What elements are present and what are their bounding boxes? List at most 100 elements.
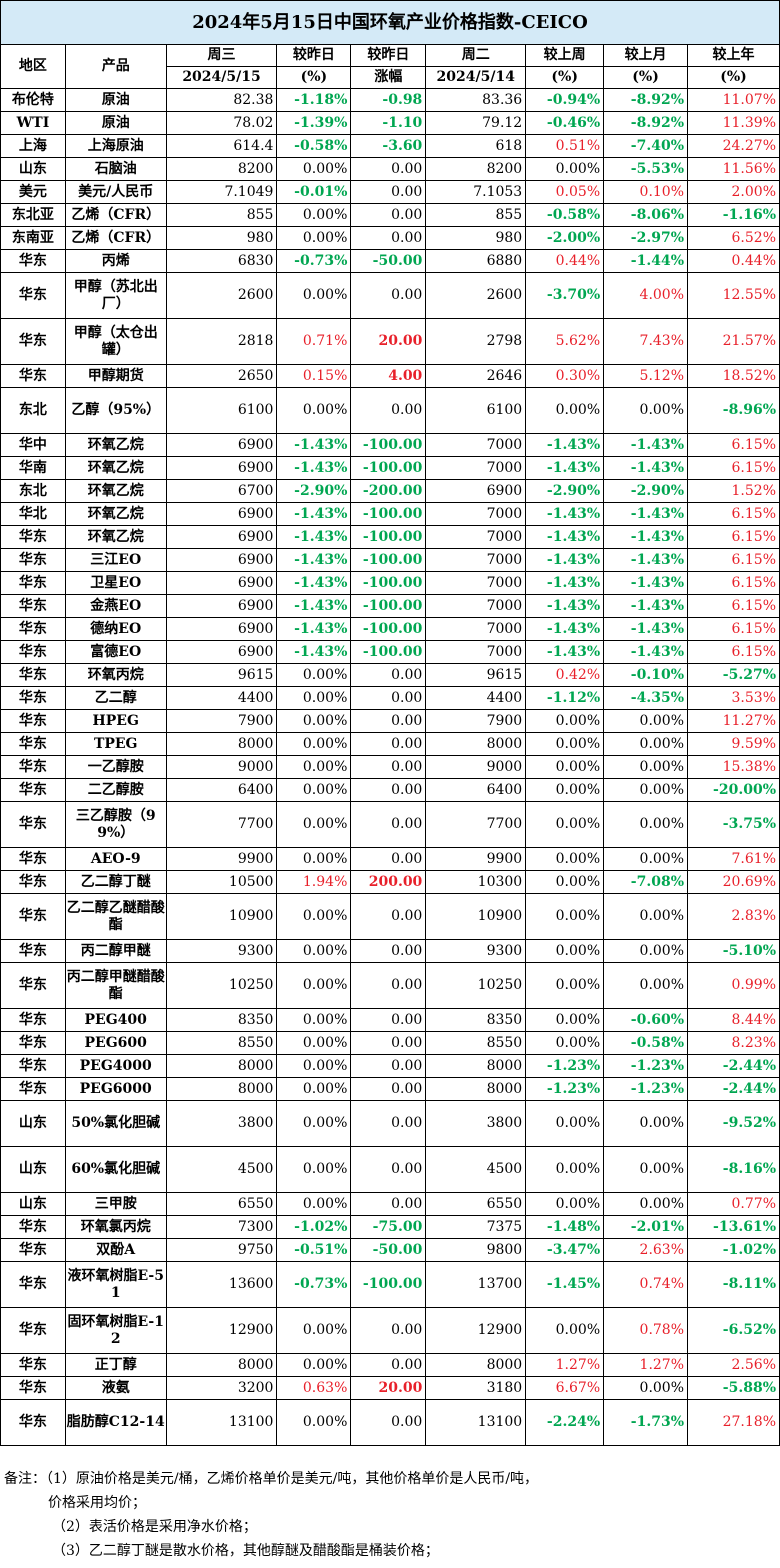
cell-vs-week: 0.42% [525, 663, 605, 687]
table-row: 东北 环氧乙烷 6700 -2.90% -200.00 6900 -2.90% -2.90% 1… [0, 479, 780, 503]
cell-vs-yesterday-pct: -1.43% [276, 640, 352, 664]
cell-vs-week: -2.00% [525, 226, 605, 250]
cell-vs-month: -1.43% [603, 456, 689, 480]
cell-wed-price: 12900 [165, 1307, 278, 1354]
cell-wed-price: 4500 [165, 1146, 278, 1193]
cell-vs-yesterday-change: 0.00 [350, 157, 427, 181]
cell-vs-year: 6.15% [687, 548, 780, 572]
page-title: 2024年5月15日中国环氧产业价格指数-CEICO [0, 0, 780, 45]
cell-tue-price: 7000 [425, 571, 527, 595]
cell-tue-price: 9615 [425, 663, 527, 687]
cell-region: 华东 [0, 1215, 66, 1239]
cell-vs-yesterday-change: -50.00 [350, 1238, 427, 1262]
cell-vs-week: -2.24% [525, 1399, 605, 1446]
cell-tue-price: 4500 [425, 1146, 527, 1193]
cell-region: 东北亚 [0, 203, 66, 227]
cell-vs-year: 2.00% [687, 180, 780, 204]
cell-vs-yesterday-pct: -0.73% [276, 1261, 352, 1308]
cell-vs-month: -1.43% [603, 548, 689, 572]
cell-wed-price: 10900 [165, 893, 278, 940]
cell-product: 原油 [64, 111, 167, 135]
cell-vs-yesterday-pct: 0.00% [276, 1100, 352, 1147]
cell-product: 甲醇（苏北出厂） [64, 272, 167, 319]
cell-vs-yesterday-pct: 0.00% [276, 755, 352, 779]
cell-wed-price: 8350 [165, 1008, 278, 1032]
cell-region: 华东 [0, 870, 66, 894]
cell-wed-price: 9000 [165, 755, 278, 779]
cell-vs-yesterday-change: 0.00 [350, 180, 427, 204]
cell-vs-year: 8.23% [687, 1031, 780, 1055]
cell-vs-yesterday-pct: 0.00% [276, 686, 352, 710]
table-row: 华东 液氨 3200 0.63% 20.00 3180 6.67% 0.00% -5.88% [0, 1376, 780, 1400]
cell-product: HPEG [64, 709, 167, 733]
table-row: 华东 富德EO 6900 -1.43% -100.00 7000 -1.43% -1.43% 6… [0, 640, 780, 664]
table-row: 华东 二乙醇胺 6400 0.00% 0.00 6400 0.00% 0.00% -20.00% [0, 778, 780, 802]
header-region: 地区 [0, 44, 66, 89]
cell-product: 三甲胺 [64, 1192, 167, 1216]
cell-vs-week: 0.00% [525, 157, 605, 181]
cell-region: 华东 [0, 778, 66, 802]
cell-tue-price: 13100 [425, 1399, 527, 1446]
cell-region: 华东 [0, 1307, 66, 1354]
table-row: 华东 正丁醇 8000 0.00% 0.00 8000 1.27% 1.27% 2.56% [0, 1353, 780, 1377]
cell-wed-price: 7300 [165, 1215, 278, 1239]
table-row: 华东 环氧丙烷 9615 0.00% 0.00 9615 0.42% -0.10% -5.27% [0, 663, 780, 687]
cell-product: 环氧乙烷 [64, 479, 167, 503]
cell-vs-yesterday-pct: -0.58% [276, 134, 352, 158]
cell-product: 液环氧树脂E-51 [64, 1261, 167, 1308]
cell-region: WTI [0, 111, 66, 135]
table-row: 华东 PEG400 8350 0.00% 0.00 8350 0.00% -0.60% 8.44… [0, 1008, 780, 1032]
cell-wed-price: 6900 [165, 456, 278, 480]
cell-vs-week: -3.70% [525, 272, 605, 319]
header-wed: 周三 [165, 44, 278, 67]
note-line-2: 价格采用均价； [48, 1495, 146, 1511]
cell-vs-yesterday-change: 0.00 [350, 1008, 427, 1032]
cell-tue-price: 83.36 [425, 88, 527, 112]
cell-product: 环氧乙烷 [64, 525, 167, 549]
cell-tue-price: 7000 [425, 456, 527, 480]
cell-wed-price: 8200 [165, 157, 278, 181]
cell-vs-yesterday-change: -100.00 [350, 433, 427, 457]
cell-vs-month: 0.00% [603, 1146, 689, 1193]
cell-tue-price: 6880 [425, 249, 527, 273]
note-line-4: （3）乙二醇丁醚是散水价格，其他醇醚及醋酸酯是桶装价格； [52, 1543, 439, 1559]
cell-vs-week: 0.00% [525, 847, 605, 871]
cell-region: 华东 [0, 318, 66, 365]
cell-region: 华东 [0, 640, 66, 664]
notes: 备注：（1）原油价格是美元/桶，乙烯价格单价是美元/吨，其他价格单价是人民币/吨… [0, 1461, 780, 1568]
cell-vs-yesterday-change: 0.00 [350, 1077, 427, 1101]
cell-vs-yesterday-change: 4.00 [350, 364, 427, 388]
cell-region: 华东 [0, 893, 66, 940]
cell-region: 华东 [0, 1353, 66, 1377]
cell-vs-year: 11.39% [687, 111, 780, 135]
cell-vs-yesterday-pct: 0.00% [276, 1307, 352, 1354]
cell-vs-yesterday-pct: 0.00% [276, 1008, 352, 1032]
cell-tue-price: 7000 [425, 617, 527, 641]
cell-vs-month: 0.00% [603, 778, 689, 802]
cell-tue-price: 79.12 [425, 111, 527, 135]
cell-vs-year: 0.44% [687, 249, 780, 273]
cell-vs-year: 7.61% [687, 847, 780, 871]
cell-wed-price: 9615 [165, 663, 278, 687]
cell-vs-year: -5.10% [687, 939, 780, 963]
table-row: 华东 PEG600 8550 0.00% 0.00 8550 0.00% -0.58% 8.23… [0, 1031, 780, 1055]
price-table: 2024年5月15日中国环氧产业价格指数-CEICO 地区 产品 周三 较昨日 … [0, 0, 780, 1446]
cell-tue-price: 3180 [425, 1376, 527, 1400]
cell-region: 华东 [0, 1261, 66, 1308]
cell-vs-yesterday-change: -100.00 [350, 525, 427, 549]
cell-region: 华东 [0, 962, 66, 1009]
cell-vs-year: 3.53% [687, 686, 780, 710]
cell-vs-yesterday-pct: -1.43% [276, 548, 352, 572]
cell-wed-price: 6900 [165, 525, 278, 549]
cell-vs-week: -1.43% [525, 594, 605, 618]
cell-vs-yesterday-pct: -1.43% [276, 617, 352, 641]
header-vs-year-unit: (%) [687, 66, 780, 89]
cell-vs-month: -1.73% [603, 1399, 689, 1446]
table-row: 华东 丙烯 6830 -0.73% -50.00 6880 0.44% -1.44% 0.44% [0, 249, 780, 273]
cell-vs-yesterday-pct: 0.00% [276, 801, 352, 848]
cell-vs-week: 0.00% [525, 732, 605, 756]
cell-vs-week: 6.67% [525, 1376, 605, 1400]
cell-vs-week: 0.00% [525, 870, 605, 894]
cell-vs-yesterday-pct: -1.43% [276, 433, 352, 457]
